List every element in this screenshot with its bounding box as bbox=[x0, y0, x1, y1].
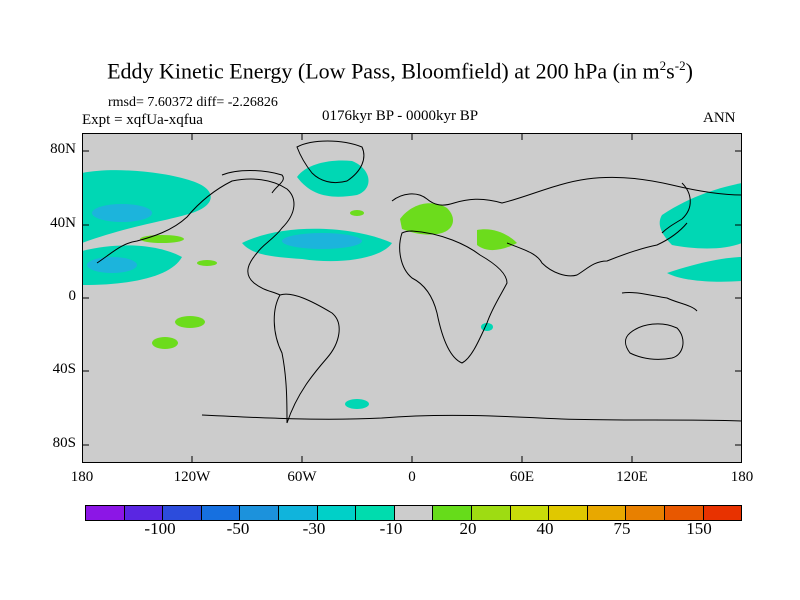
anomaly-patch bbox=[197, 260, 217, 266]
colorbar-label: 75 bbox=[613, 519, 631, 538]
x-tick-label: 180 bbox=[730, 469, 754, 485]
y-tick-label: 80N bbox=[50, 141, 76, 157]
colorbar-swatch bbox=[201, 506, 241, 520]
colorbar-swatch bbox=[433, 506, 472, 520]
anomaly-contours bbox=[82, 160, 742, 409]
colorbar-swatch bbox=[163, 506, 202, 520]
anomaly-patch bbox=[175, 316, 205, 328]
x-tick-label: 0 bbox=[408, 469, 416, 485]
colorbar-label: -100 bbox=[144, 519, 176, 538]
map-title: Eddy Kinetic Energy (Low Pass, Bloomfiel… bbox=[107, 58, 693, 84]
season-label: ANN bbox=[703, 110, 736, 126]
world-map-plot bbox=[82, 133, 742, 463]
colorbar-swatch bbox=[240, 506, 279, 520]
x-tick-label: 180 bbox=[70, 469, 94, 485]
anomaly-patch bbox=[350, 210, 364, 216]
anomaly-patch bbox=[481, 323, 493, 331]
colorbar-swatch bbox=[471, 506, 511, 520]
colorbar-swatch bbox=[510, 506, 550, 520]
anomaly-patch bbox=[92, 204, 152, 222]
colorbar-swatch bbox=[356, 506, 395, 520]
colorbar-label: -10 bbox=[379, 519, 403, 538]
colorbar-swatch bbox=[549, 506, 588, 520]
coastlines bbox=[96, 140, 742, 424]
x-tick-label: 60W bbox=[287, 469, 317, 485]
colorbar-swatch bbox=[317, 506, 357, 520]
colorbar-label: 20 bbox=[459, 519, 477, 538]
y-tick-label: 0 bbox=[68, 288, 77, 304]
anomaly-patch bbox=[400, 203, 454, 235]
y-tick-label: 40S bbox=[52, 361, 76, 377]
anomaly-patch bbox=[667, 257, 742, 282]
anomaly-patch bbox=[345, 399, 369, 409]
colorbar-swatch bbox=[703, 506, 742, 520]
x-tick-label: 120W bbox=[173, 469, 211, 485]
anomaly-patch bbox=[477, 229, 517, 251]
colorbar-label: -50 bbox=[226, 519, 250, 538]
x-tick-label: 60E bbox=[509, 469, 535, 485]
experiment-label: Expt = xqfUa-xqfua bbox=[82, 112, 203, 128]
period-label: 0176kyr BP - 0000kyr BP bbox=[322, 108, 479, 124]
anomaly-patch bbox=[87, 257, 137, 273]
colorbar-swatch bbox=[86, 506, 125, 520]
y-tick-label: 40N bbox=[50, 215, 76, 231]
anomaly-patch bbox=[297, 160, 369, 197]
colorbar bbox=[85, 505, 742, 521]
anomaly-patch bbox=[82, 170, 211, 243]
colorbar-swatch bbox=[587, 506, 627, 520]
y-tick-label: 80S bbox=[52, 435, 76, 451]
x-axis-ticks bbox=[191, 133, 633, 463]
anomaly-patch bbox=[140, 235, 184, 243]
anomaly-patch bbox=[659, 183, 742, 249]
anomaly-patch bbox=[282, 233, 362, 249]
anomaly-patch bbox=[152, 337, 178, 349]
colorbar-label: 40 bbox=[536, 519, 554, 538]
colorbar-swatch bbox=[394, 506, 434, 520]
colorbar-swatch bbox=[124, 506, 164, 520]
colorbar-label: 150 bbox=[686, 519, 712, 538]
y-axis-ticks bbox=[82, 150, 742, 446]
statistics-label: rmsd= 7.60372 diff= -2.26826 bbox=[108, 95, 278, 110]
colorbar-label: -30 bbox=[302, 519, 326, 538]
colorbar-swatch bbox=[278, 506, 318, 520]
x-tick-label: 120E bbox=[616, 469, 648, 485]
colorbar-swatch bbox=[664, 506, 704, 520]
colorbar-swatch bbox=[626, 506, 665, 520]
